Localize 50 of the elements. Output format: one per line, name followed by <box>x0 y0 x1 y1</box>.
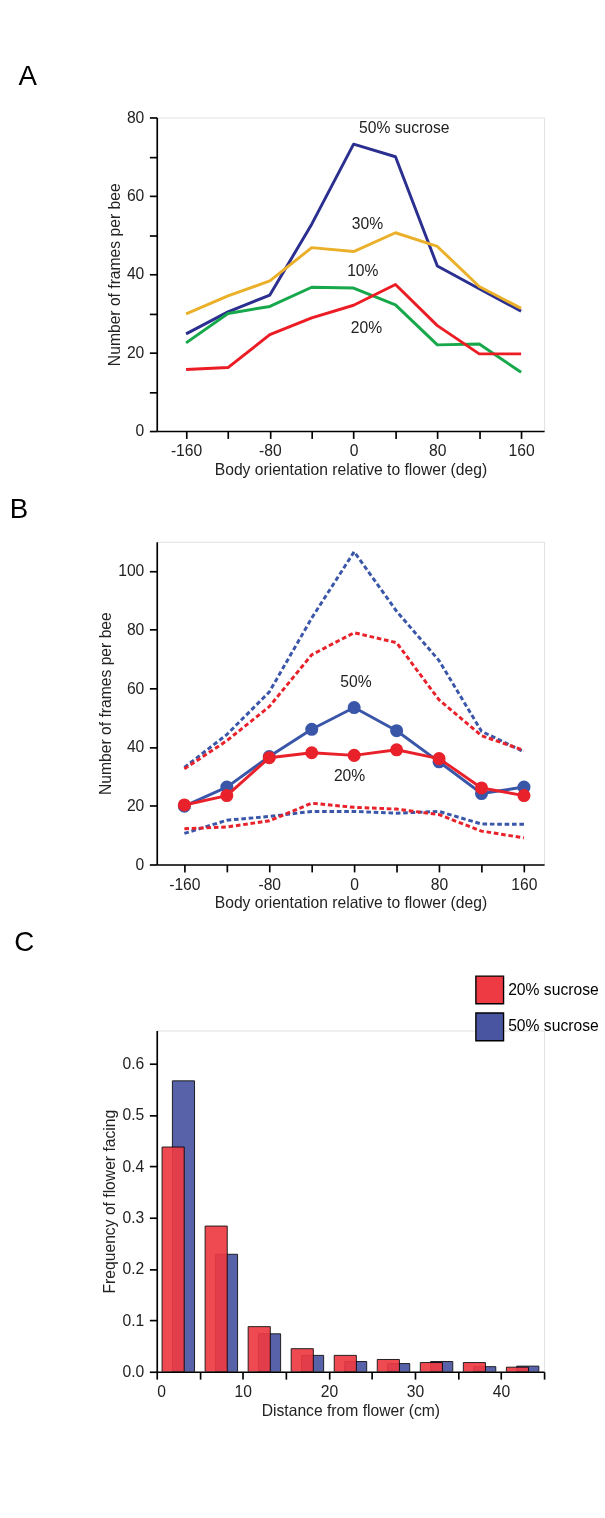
x-axis-title: Body orientation relative to flower (deg) <box>214 460 488 478</box>
y-tick-label: 0.1 <box>122 1311 145 1329</box>
chart-title: A <box>18 60 38 92</box>
legend-label: 50% sucrose <box>508 1017 599 1035</box>
x-tick-label: 80 <box>429 442 447 460</box>
x-tick-label: -80 <box>258 442 282 460</box>
y-axis-title: Number of frames per bee <box>96 611 114 795</box>
legend-label: 20% sucrose <box>508 980 599 998</box>
x-tick-label: 0 <box>157 1383 167 1401</box>
y-tick-label: 0.2 <box>122 1260 145 1278</box>
chart-title: C <box>14 926 35 958</box>
y-tick-label: 80 <box>126 108 145 126</box>
x-tick-label: 160 <box>508 442 535 460</box>
series-label: 10% <box>347 262 379 280</box>
y-tick-label: 0.5 <box>122 1106 145 1124</box>
y-tick-label: 60 <box>126 186 145 204</box>
x-tick-label: -80 <box>258 875 282 893</box>
x-tick-label: 160 <box>511 875 538 893</box>
y-tick-label: 60 <box>126 679 145 697</box>
series-label: 20% <box>333 767 366 785</box>
y-tick-label: 80 <box>126 620 145 638</box>
series-label: 50% <box>340 673 372 691</box>
series-label: 50% sucrose <box>359 119 450 137</box>
y-tick-label: 20 <box>126 343 145 361</box>
y-tick-label: 40 <box>126 738 145 756</box>
y-tick-label: 0 <box>135 855 145 873</box>
y-tick-label: 40 <box>126 265 145 283</box>
x-axis-title: Body orientation relative to flower (deg) <box>214 894 488 912</box>
x-tick-label: -160 <box>170 442 203 460</box>
y-tick-label: 0.6 <box>122 1054 145 1072</box>
y-tick-label: 0.4 <box>122 1157 145 1175</box>
y-tick-label: 0 <box>135 422 145 440</box>
y-axis-title: Number of frames per bee <box>105 183 123 367</box>
chart-title: B <box>9 492 29 524</box>
x-axis-title: Distance from flower (cm) <box>261 1401 441 1419</box>
series-label: 30% <box>351 214 384 232</box>
x-tick-label: 30 <box>406 1383 425 1401</box>
series-label: 20% <box>350 318 383 336</box>
x-tick-label: 40 <box>492 1383 511 1401</box>
x-tick-label: 0 <box>349 442 359 460</box>
x-tick-label: -160 <box>169 875 201 893</box>
y-tick-label: 0.3 <box>122 1208 145 1226</box>
y-tick-label: 20 <box>126 796 145 814</box>
x-tick-label: 10 <box>234 1383 253 1401</box>
x-tick-label: 0 <box>350 875 360 893</box>
x-tick-label: 20 <box>320 1383 339 1401</box>
x-tick-label: 80 <box>430 875 449 893</box>
y-axis-title: Frequency of flower facing <box>101 1109 119 1294</box>
y-tick-label: 0.0 <box>122 1362 145 1380</box>
y-tick-label: 100 <box>118 562 145 580</box>
